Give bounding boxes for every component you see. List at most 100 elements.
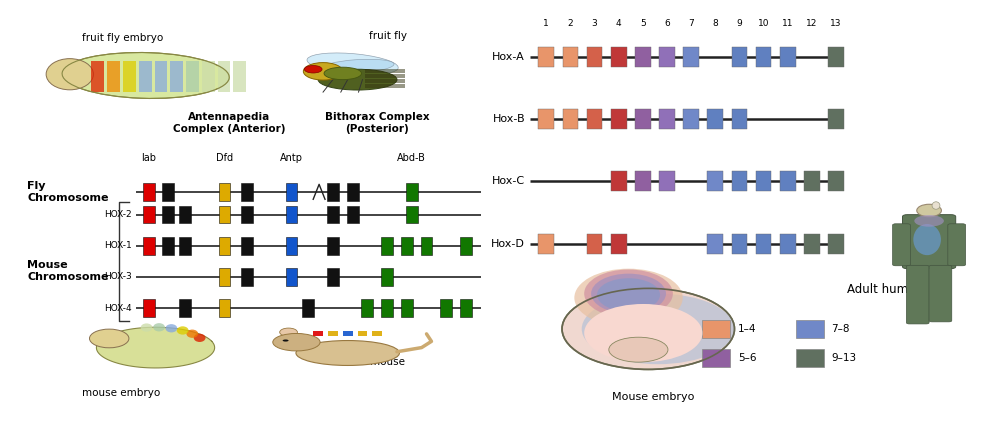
Ellipse shape bbox=[47, 59, 93, 90]
Ellipse shape bbox=[562, 288, 734, 369]
Bar bbox=[401, 299, 412, 317]
Bar bbox=[563, 109, 579, 129]
Bar bbox=[804, 234, 820, 254]
Bar bbox=[610, 109, 626, 129]
Ellipse shape bbox=[89, 329, 129, 348]
Bar bbox=[610, 47, 626, 67]
Bar bbox=[219, 183, 231, 200]
Text: Adult human: Adult human bbox=[847, 283, 923, 296]
Text: Dfd: Dfd bbox=[216, 153, 233, 163]
Bar bbox=[107, 61, 120, 92]
Ellipse shape bbox=[154, 323, 165, 331]
Bar bbox=[241, 237, 253, 255]
Bar bbox=[366, 69, 405, 73]
Ellipse shape bbox=[165, 324, 177, 333]
Bar bbox=[703, 320, 730, 338]
Text: Antp: Antp bbox=[280, 153, 303, 163]
Bar bbox=[828, 109, 844, 129]
Text: 2: 2 bbox=[568, 19, 573, 28]
Bar bbox=[366, 74, 405, 78]
FancyBboxPatch shape bbox=[930, 265, 951, 322]
Ellipse shape bbox=[914, 224, 940, 255]
Bar bbox=[538, 234, 554, 254]
Bar bbox=[659, 109, 675, 129]
Bar bbox=[731, 109, 747, 129]
Bar bbox=[143, 183, 155, 200]
Bar bbox=[731, 47, 747, 67]
Bar bbox=[313, 331, 323, 336]
Bar bbox=[587, 47, 603, 67]
Bar bbox=[366, 79, 405, 83]
Ellipse shape bbox=[575, 269, 683, 327]
Bar bbox=[233, 61, 246, 92]
Bar bbox=[373, 331, 383, 336]
Bar bbox=[635, 47, 651, 67]
Text: Hox-A: Hox-A bbox=[493, 52, 525, 62]
Bar bbox=[610, 171, 626, 192]
Ellipse shape bbox=[582, 293, 734, 364]
Bar bbox=[538, 47, 554, 67]
Bar bbox=[362, 299, 374, 317]
Bar bbox=[327, 183, 339, 200]
Bar bbox=[440, 299, 452, 317]
Bar bbox=[347, 206, 359, 224]
Bar bbox=[219, 268, 231, 286]
Bar bbox=[731, 234, 747, 254]
Bar bbox=[780, 234, 796, 254]
Bar bbox=[219, 206, 231, 224]
Bar bbox=[538, 109, 554, 129]
Text: HOX-1: HOX-1 bbox=[104, 241, 132, 250]
Ellipse shape bbox=[141, 323, 153, 332]
FancyBboxPatch shape bbox=[903, 215, 955, 269]
Text: Antennapedia
Complex (Anterior): Antennapedia Complex (Anterior) bbox=[173, 112, 285, 133]
Ellipse shape bbox=[915, 215, 943, 226]
Text: mouse: mouse bbox=[370, 357, 404, 367]
Bar bbox=[708, 171, 723, 192]
Bar bbox=[285, 268, 297, 286]
Ellipse shape bbox=[597, 278, 660, 312]
Bar bbox=[163, 183, 174, 200]
Text: 3: 3 bbox=[592, 19, 598, 28]
Ellipse shape bbox=[176, 326, 188, 335]
Text: Hox-D: Hox-D bbox=[492, 239, 525, 249]
Ellipse shape bbox=[186, 330, 198, 338]
Ellipse shape bbox=[282, 339, 288, 341]
Text: 5: 5 bbox=[640, 19, 646, 28]
Bar bbox=[708, 234, 723, 254]
Ellipse shape bbox=[584, 304, 703, 362]
Ellipse shape bbox=[303, 63, 343, 80]
Bar bbox=[143, 206, 155, 224]
Bar bbox=[143, 299, 155, 317]
Ellipse shape bbox=[608, 337, 668, 362]
Bar bbox=[683, 47, 699, 67]
Ellipse shape bbox=[933, 202, 939, 209]
Bar bbox=[241, 206, 253, 224]
Bar bbox=[170, 61, 183, 92]
Ellipse shape bbox=[62, 53, 229, 99]
Bar bbox=[828, 234, 844, 254]
Bar bbox=[285, 206, 297, 224]
Bar bbox=[179, 299, 191, 317]
Text: 6: 6 bbox=[664, 19, 670, 28]
Bar bbox=[202, 61, 215, 92]
Text: mouse embryo: mouse embryo bbox=[81, 388, 160, 398]
Bar bbox=[659, 171, 675, 192]
Bar bbox=[683, 109, 699, 129]
Bar bbox=[139, 61, 152, 92]
Bar bbox=[179, 206, 191, 224]
Text: 9–13: 9–13 bbox=[831, 353, 856, 363]
Bar bbox=[186, 61, 199, 92]
Text: Mouse embryo: Mouse embryo bbox=[612, 392, 695, 402]
Text: Abd-B: Abd-B bbox=[397, 153, 426, 163]
Bar bbox=[366, 84, 405, 88]
Ellipse shape bbox=[273, 333, 320, 351]
Bar bbox=[756, 234, 771, 254]
Bar bbox=[382, 237, 393, 255]
Ellipse shape bbox=[591, 274, 666, 314]
Text: Hox-B: Hox-B bbox=[493, 114, 525, 124]
Bar bbox=[179, 237, 191, 255]
Bar bbox=[780, 47, 796, 67]
FancyBboxPatch shape bbox=[893, 224, 911, 266]
Bar bbox=[587, 234, 603, 254]
Bar bbox=[327, 268, 339, 286]
